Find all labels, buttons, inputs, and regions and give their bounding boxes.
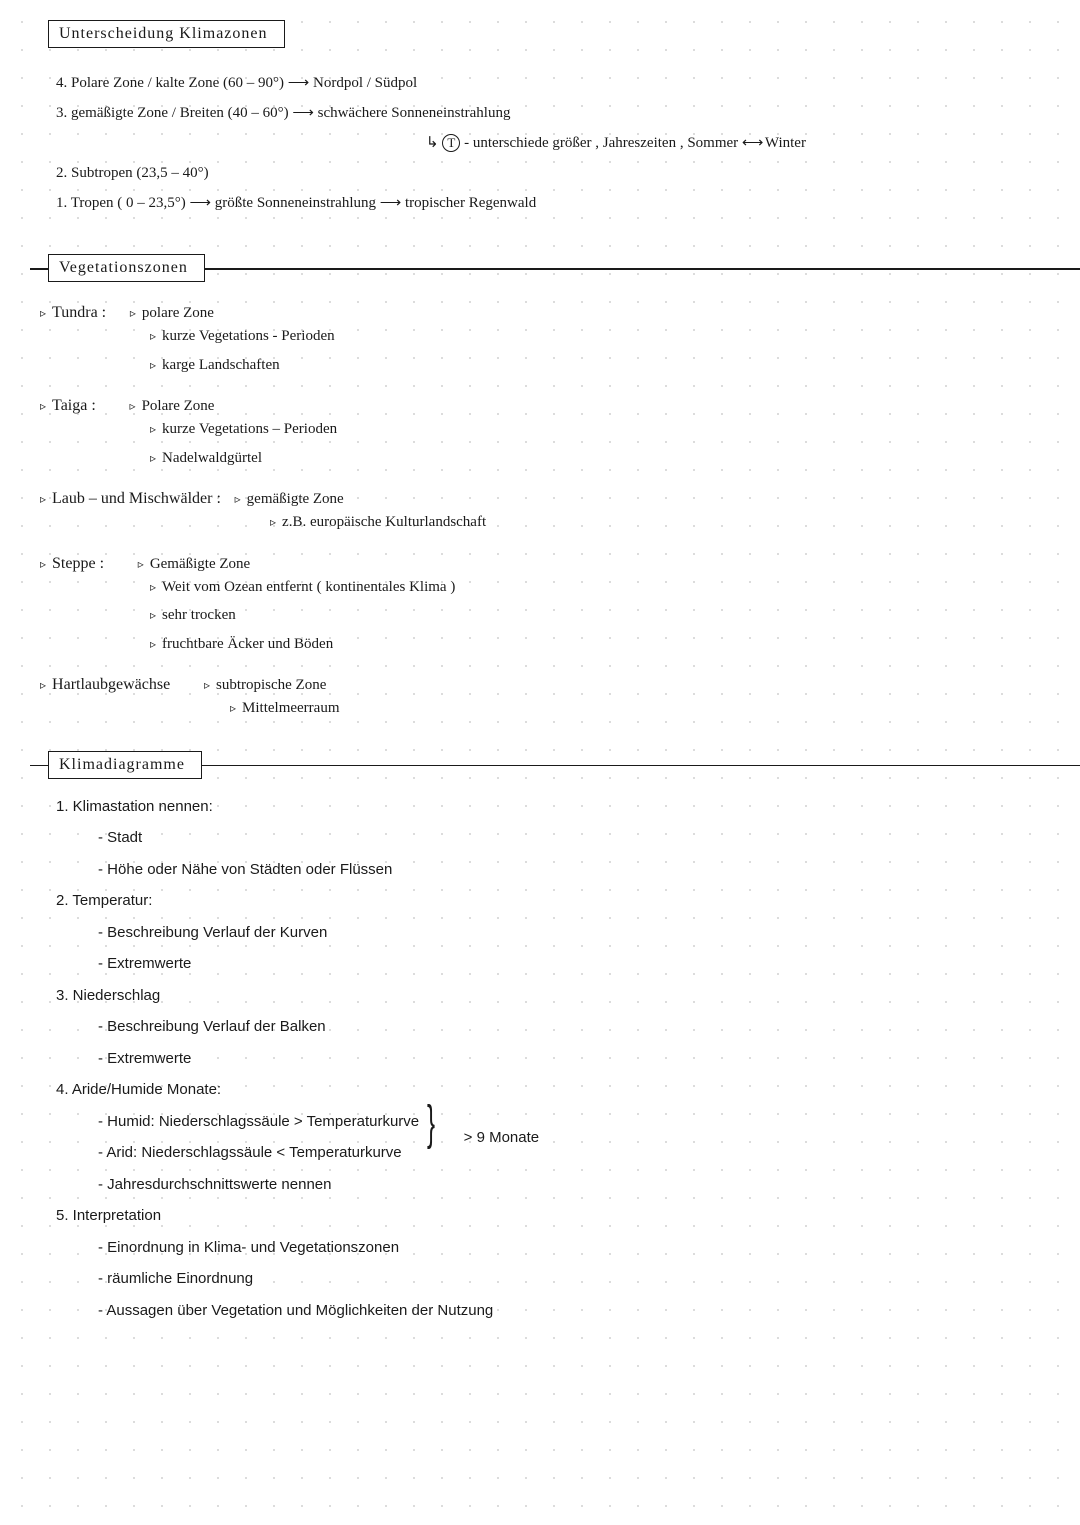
row-1: 1. Tropen ( 0 – 23,5°) ⟶ größte Sonnenei… [56,188,1050,218]
p1b: Höhe oder Nähe von Städten oder Flüssen [98,854,1050,886]
p5a: Einordnung in Klima- und Vegetationszone… [98,1232,1050,1264]
p5b: räumliche Einordnung [98,1263,1050,1295]
row-3b-pre: ↳ [426,135,442,151]
veg-laub: Laub – und Mischwälder : gemäßigte Zone … [40,490,1050,537]
hartlaub-s1: subtropische Zone [204,677,326,693]
p2: 2. Temperatur: [56,885,1050,917]
veg-steppe: Steppe : Gemäßigte Zone Weit vom Ozean e… [40,555,1050,659]
tundra-s1: polare Zone [130,305,214,321]
p1: 1. Klimastation nennen: [56,791,1050,823]
tundra-head: Tundra : [40,304,106,321]
p5: 5. Interpretation [56,1200,1050,1232]
row-3b: ↳ T - unterschiede größer , Jahreszeiten… [426,128,1050,158]
tundra-s3: karge Landschaften [150,351,1050,380]
section-klimadiagramme-header: Klimadiagramme [30,751,1050,779]
p4a: Humid: Niederschlagssäule > Temperaturku… [98,1106,419,1138]
laub-head: Laub – und Mischwälder : [40,490,221,507]
curly-bracket-icon: } [427,1110,435,1139]
steppe-s4: fruchtbare Äcker und Böden [150,630,1050,659]
p2b: Extremwerte [98,948,1050,980]
veg-taiga: Taiga : Polare Zone kurze Vegetations – … [40,397,1050,472]
steppe-s3: sehr trocken [150,601,1050,630]
vegetation-list: Tundra : polare Zone kurze Vegetations -… [40,304,1050,723]
bracket-note: > 9 Monate [464,1122,539,1154]
taiga-s3: Nadelwaldgürtel [150,444,1050,473]
steppe-head: Steppe : [40,555,104,572]
tundra-s2: kurze Vegetations - Perioden [150,322,1050,351]
row-3a: 3. gemäßigte Zone / Breiten (40 – 60°) ⟶… [56,98,1050,128]
row-2: 2. Subtropen (23,5 – 40°) [56,158,1050,188]
section-klimazonen: Unterscheidung Klimazonen 4. Polare Zone… [30,20,1050,218]
taiga-s1: Polare Zone [130,398,215,414]
bracket-group: Humid: Niederschlagssäule > Temperaturku… [56,1106,419,1169]
p4c: Jahresdurchschnittswerte nennen [98,1169,1050,1201]
hartlaub-s2: Mittelmeerraum [230,694,1050,723]
p3b: Extremwerte [98,1043,1050,1075]
title-vegetation: Vegetationszonen [48,254,205,282]
veg-tundra: Tundra : polare Zone kurze Vegetations -… [40,304,1050,379]
p3a: Beschreibung Verlauf der Balken [98,1011,1050,1043]
hartlaub-head: Hartlaubgewächse [40,676,170,693]
row-3b-end: Winter [761,135,806,151]
title-klimazonen: Unterscheidung Klimazonen [48,20,285,48]
row-4: 4. Polare Zone / kalte Zone (60 – 90°) ⟶… [56,68,1050,98]
taiga-head: Taiga : [40,397,96,414]
p4b: Arid: Niederschlagssäule < Temperaturkur… [98,1137,419,1169]
p1a: Stadt [98,822,1050,854]
klimazonen-list: 4. Polare Zone / kalte Zone (60 – 90°) ⟶… [56,68,1050,218]
taiga-s2: kurze Vegetations – Perioden [150,415,1050,444]
steppe-s2: Weit vom Ozean entfernt ( kontinentales … [150,573,1050,602]
row-3b-post: - unterschiede größer , Jahreszeiten , S… [460,135,742,151]
veg-hartlaub: Hartlaubgewächse subtropische Zone Mitte… [40,676,1050,723]
section-vegetation-header: Vegetationszonen [30,254,1050,282]
laub-s1: gemäßigte Zone [235,491,344,507]
laub-s2: z.B. europäische Kulturlandschaft [270,508,1050,537]
title-klimadiagramme: Klimadiagramme [48,751,202,779]
p4: 4. Aride/Humide Monate: [56,1074,1050,1106]
p5c: Aussagen über Vegetation und Möglichkeit… [98,1295,1050,1327]
p2a: Beschreibung Verlauf der Kurven [98,917,1050,949]
steppe-s1: Gemäßigte Zone [138,556,250,572]
double-arrow-icon: ⟷ [742,134,762,151]
circled-t-icon: T [442,134,460,152]
p3: 3. Niederschlag [56,980,1050,1012]
klimadiagramme-list: 1. Klimastation nennen: Stadt Höhe oder … [56,791,1050,1327]
